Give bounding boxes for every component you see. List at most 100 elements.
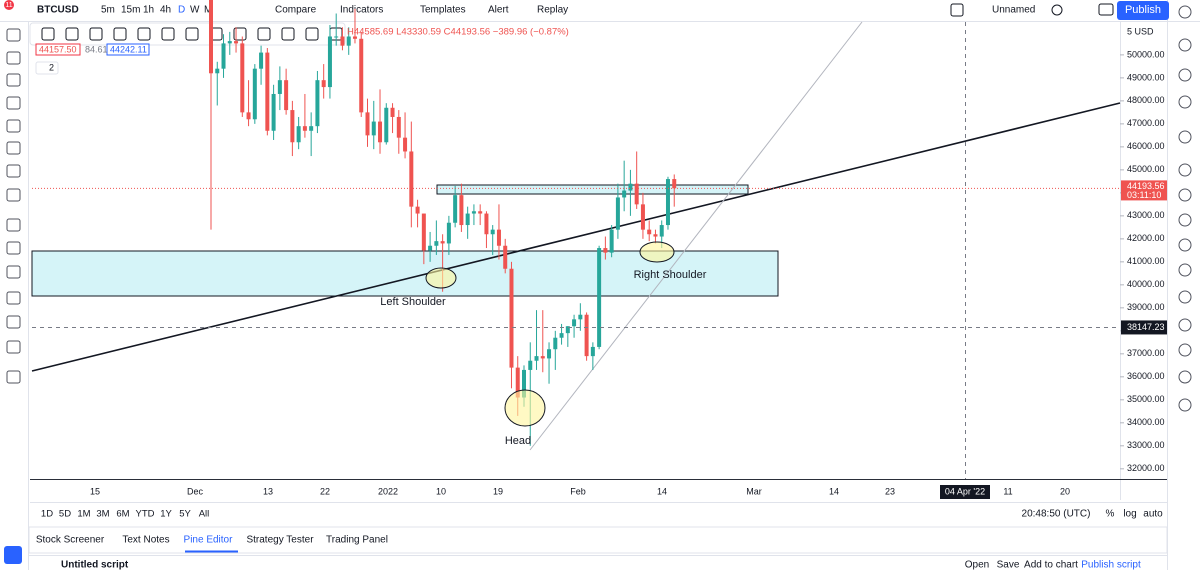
drawing-tool[interactable] [41,27,55,41]
widget-icon[interactable] [1178,68,1192,82]
range-button[interactable]: 3M [96,509,109,520]
publish-label[interactable]: Publish [1125,4,1161,16]
tool-icon[interactable] [6,28,21,42]
drawing-tool[interactable] [89,27,103,41]
interval[interactable]: D [178,5,185,16]
widget-icon[interactable] [1178,213,1192,227]
legend-collapse[interactable] [35,61,59,75]
interval[interactable]: 15m [121,5,140,16]
widget-icon[interactable] [1178,130,1192,144]
candle-body [440,241,445,244]
publish-button[interactable] [1117,1,1169,20]
symbol[interactable]: BTCUSD [37,5,79,16]
notification-badge[interactable] [4,0,14,10]
widget-icon[interactable] [1178,263,1192,277]
interval[interactable]: 1h [143,5,154,16]
tool-icon[interactable] [6,164,21,178]
widget-icon[interactable] [1178,5,1192,19]
drawing-tool[interactable] [305,27,319,41]
y-tick-label: 43000.00 [1127,210,1165,220]
widget-icon[interactable] [1178,95,1192,109]
tool-icon[interactable] [6,370,21,384]
favorite-icon[interactable] [4,546,22,564]
drawing-tool[interactable] [233,27,247,41]
tool-icon[interactable] [6,265,21,279]
interval[interactable]: 4h [160,5,171,16]
layout-name[interactable]: Unnamed [992,5,1035,16]
tool-icon[interactable] [6,96,21,110]
tool-icon[interactable] [6,188,21,202]
drawing-tool[interactable] [161,27,175,41]
log-toggle[interactable]: log [1123,509,1136,520]
last-price-tag [1121,180,1167,201]
candle-body [215,68,220,74]
drawing-tool[interactable] [137,27,151,41]
tool-icon[interactable] [6,51,21,65]
range-button[interactable]: 1Y [160,509,172,520]
indicators-button[interactable]: Indicators [340,5,383,16]
interval[interactable]: W [190,5,200,16]
widget-icon[interactable] [1178,38,1192,52]
tool-icon[interactable] [6,218,21,232]
candle-body [221,43,226,69]
widget-icon[interactable] [1178,163,1192,177]
widget-icon[interactable] [1178,318,1192,332]
legend-value: 84.61 [85,44,108,54]
tool-icon[interactable] [6,241,21,255]
tab[interactable]: Trading Panel [326,535,388,546]
range-button[interactable]: 1D [41,509,53,520]
tool-icon[interactable] [6,119,21,133]
widget-icon[interactable] [1178,188,1192,202]
templates-button[interactable]: Templates [420,5,466,16]
snapshot-icon[interactable] [1098,3,1114,16]
script-action[interactable]: Publish script [1081,560,1141,570]
tab[interactable]: Stock Screener [36,535,105,546]
layout-toggle[interactable] [950,3,964,17]
range-button[interactable]: 1M [77,509,90,520]
tool-icon[interactable] [6,141,21,155]
drawing-tool[interactable] [185,27,199,41]
currency-label[interactable]: 5 USD [1127,26,1154,36]
legend-count[interactable]: 2 [49,62,54,72]
auto-toggle[interactable]: auto [1143,509,1163,520]
script-action[interactable]: Add to chart [1024,560,1078,570]
alert-button[interactable]: Alert [488,5,509,16]
percent-toggle[interactable]: % [1106,509,1115,520]
drawing-tool[interactable] [113,27,127,41]
candle-body [365,112,370,136]
range-button[interactable]: 5Y [179,509,191,520]
script-action[interactable]: Save [997,560,1020,570]
candle-body [540,356,545,359]
interval[interactable]: 5m [101,5,115,16]
script-action[interactable]: Open [965,560,989,570]
tool-icon[interactable] [6,315,21,329]
tool-icon[interactable] [6,73,21,87]
interval[interactable]: M [204,5,212,16]
tab[interactable]: Text Notes [122,535,169,546]
range-button[interactable]: All [199,509,210,520]
range-button[interactable]: YTD [136,509,155,520]
drawing-tool[interactable] [65,27,79,41]
widget-icon[interactable] [1178,238,1192,252]
y-tick-label: 50000.00 [1127,49,1165,59]
candle-body [603,248,608,253]
neckline [31,102,1121,372]
widget-icon[interactable] [1178,343,1192,357]
compare-button[interactable]: Compare [275,5,317,16]
drawing-tool[interactable] [257,27,271,41]
widget-icon[interactable] [1178,398,1192,412]
tab[interactable]: Strategy Tester [246,535,314,546]
tab[interactable]: Pine Editor [184,535,234,546]
range-button[interactable]: 6M [116,509,129,520]
settings-icon[interactable] [1051,4,1063,16]
tool-icon[interactable] [6,291,21,305]
drawing-toolbar [29,22,346,46]
candle-body [321,80,326,88]
replay-button[interactable]: Replay [537,5,568,16]
drawing-tool[interactable] [281,27,295,41]
widget-icon[interactable] [1178,290,1192,304]
tool-icon[interactable] [6,340,21,354]
widget-icon[interactable] [1178,370,1192,384]
range-button[interactable]: 5D [59,509,71,520]
y-tick-label: 35000.00 [1127,394,1165,404]
